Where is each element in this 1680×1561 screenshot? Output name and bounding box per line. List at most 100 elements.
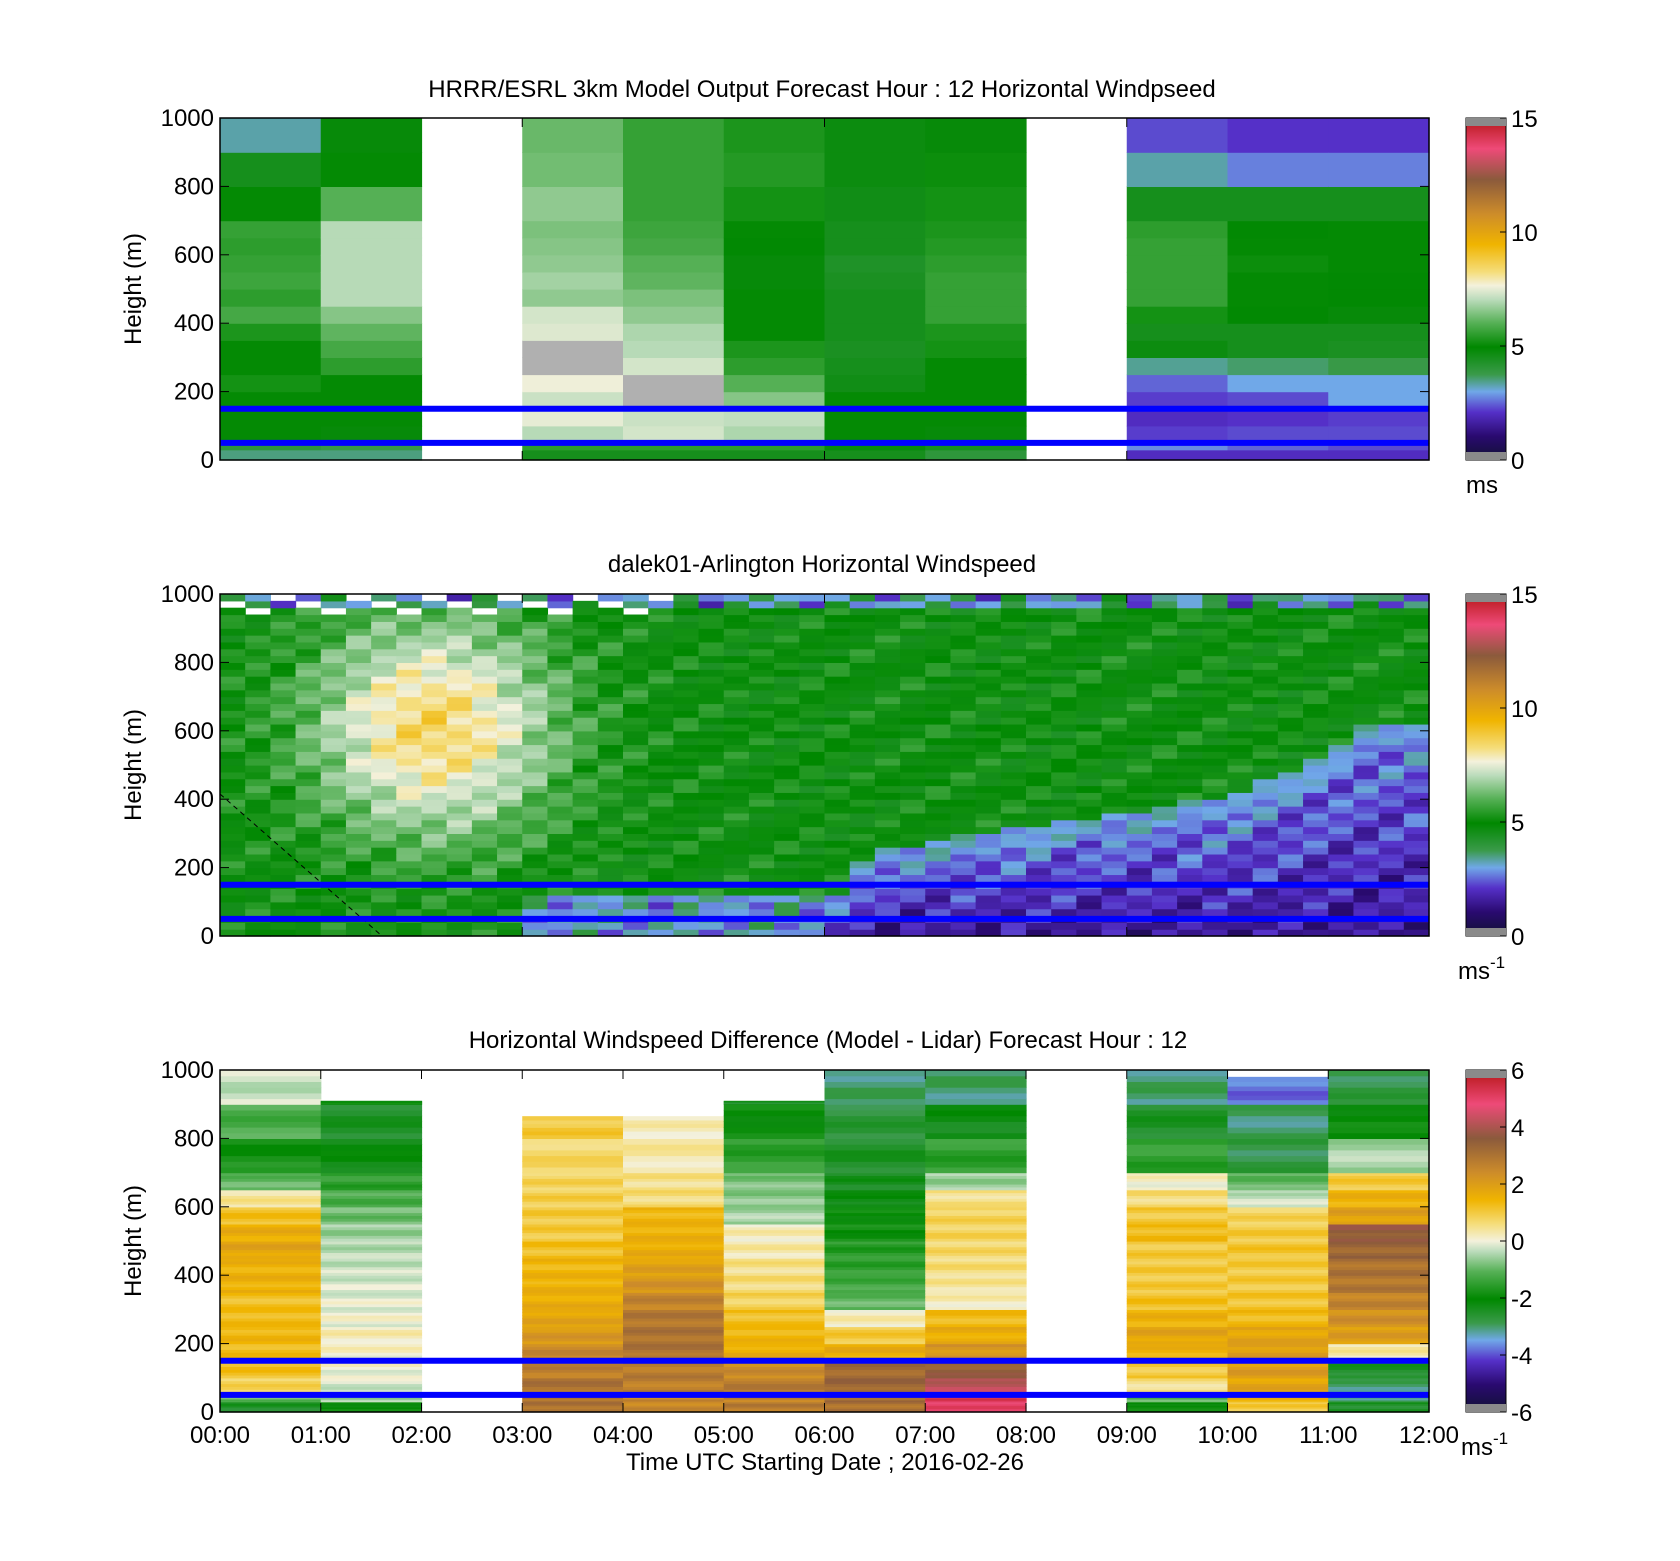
heatmap-cell xyxy=(1378,648,1405,657)
heatmap-cell xyxy=(623,662,649,670)
heatmap-cell xyxy=(1403,594,1430,602)
heatmap-cell xyxy=(1328,1278,1430,1282)
heatmap-cell xyxy=(1328,792,1355,800)
heatmap-cell xyxy=(1076,812,1103,821)
heatmap-cell xyxy=(799,607,826,616)
heatmap-cell xyxy=(1303,655,1329,663)
heatmap-cell xyxy=(1126,641,1153,650)
heatmap-cell xyxy=(975,730,1002,739)
heatmap-cell xyxy=(1126,1346,1229,1350)
heatmap-cell xyxy=(925,1087,1027,1094)
heatmap-cell xyxy=(1202,901,1229,910)
heatmap-cell xyxy=(522,867,549,876)
heatmap-cell xyxy=(824,1340,926,1345)
heatmap-cell xyxy=(320,888,347,896)
heatmap-cell xyxy=(723,1383,826,1387)
heatmap-cell xyxy=(220,765,246,773)
heatmap-cell xyxy=(824,867,851,876)
heatmap-cell xyxy=(698,771,725,780)
heatmap-cell xyxy=(220,1335,322,1339)
heatmap-cell xyxy=(295,771,322,780)
heatmap-cell xyxy=(1126,1121,1229,1128)
heatmap-cell xyxy=(849,901,876,910)
heatmap-cell xyxy=(547,922,574,930)
heatmap-cell xyxy=(900,922,926,930)
heatmap-cell xyxy=(1026,778,1052,787)
heatmap-cell xyxy=(925,1144,1027,1151)
heatmap-cell xyxy=(1227,1335,1329,1339)
heatmap-cell xyxy=(371,812,397,821)
heatmap-cell xyxy=(446,662,473,670)
heatmap-cell xyxy=(1026,874,1052,882)
heatmap-cell xyxy=(1303,614,1329,622)
heatmap-cell xyxy=(1126,1355,1229,1359)
heatmap-cell xyxy=(1126,1329,1229,1333)
heatmap-cell xyxy=(1076,847,1103,855)
heatmap-cell xyxy=(925,1127,1027,1134)
heatmap-cell xyxy=(1303,717,1329,725)
heatmap-cell xyxy=(824,1400,926,1403)
heatmap-cell xyxy=(497,628,523,636)
heatmap-cell xyxy=(1227,1181,1329,1185)
heatmap-cell xyxy=(723,723,750,732)
heatmap-cell xyxy=(371,676,397,684)
heatmap-cell xyxy=(320,826,347,834)
heatmap-cell xyxy=(824,1408,926,1411)
heatmap-cell xyxy=(874,847,901,855)
heatmap-cell xyxy=(925,1335,1027,1339)
heatmap-cell xyxy=(673,929,700,937)
heatmap-cell xyxy=(320,778,347,787)
heatmap-cell xyxy=(396,614,423,622)
heatmap-cell xyxy=(1277,799,1304,807)
heatmap-cell xyxy=(824,152,926,187)
heatmap-cell xyxy=(900,662,926,670)
heatmap-cell xyxy=(1000,641,1027,650)
heatmap-cell xyxy=(320,186,423,222)
heatmap-cell xyxy=(1126,655,1153,663)
heatmap-cell xyxy=(1026,819,1052,828)
heatmap-cell xyxy=(597,758,624,766)
heatmap-cell xyxy=(723,1115,826,1122)
heatmap-cell xyxy=(925,1192,1027,1196)
heatmap-cell xyxy=(824,1184,926,1188)
heatmap-cell xyxy=(1227,682,1254,691)
heatmap-cell xyxy=(1101,737,1128,746)
heatmap-cell xyxy=(1051,723,1077,732)
heatmap-cell xyxy=(1202,669,1229,677)
heatmap-cell xyxy=(345,751,372,759)
heatmap-cell xyxy=(1378,874,1405,882)
heatmap-cell xyxy=(1227,1235,1329,1239)
heatmap-cell xyxy=(522,860,549,869)
heatmap-cell xyxy=(597,730,624,739)
heatmap-cell xyxy=(1252,771,1279,780)
heatmap-cell xyxy=(1277,635,1304,643)
heatmap-cell xyxy=(723,1189,826,1194)
heatmap-cell xyxy=(1126,1166,1229,1174)
heatmap-cell xyxy=(421,607,448,616)
heatmap-cell xyxy=(1126,901,1153,910)
heatmap-cell xyxy=(1328,1280,1430,1285)
heatmap-cell xyxy=(220,1109,322,1117)
heatmap-cell xyxy=(874,648,901,657)
heatmap-cell xyxy=(1277,717,1304,725)
heatmap-cell xyxy=(522,1238,624,1242)
heatmap-cell xyxy=(925,696,952,705)
heatmap-cell xyxy=(1126,1337,1229,1342)
heatmap-cell xyxy=(799,648,826,657)
heatmap-cell xyxy=(245,710,271,718)
heatmap-cell xyxy=(1000,765,1027,773)
heatmap-cell xyxy=(320,306,423,324)
heatmap-cell xyxy=(295,682,322,691)
heatmap-cell xyxy=(698,717,725,725)
panel-lidar-colorbar-under xyxy=(1466,928,1506,936)
heatmap-cell xyxy=(623,1189,725,1194)
heatmap-cell xyxy=(950,901,977,910)
heatmap-cell xyxy=(1000,812,1027,821)
heatmap-cell xyxy=(1227,1095,1329,1101)
heatmap-cell xyxy=(345,607,372,616)
heatmap-cell xyxy=(320,717,347,725)
heatmap-cell xyxy=(748,901,775,910)
heatmap-cell xyxy=(1227,1226,1329,1231)
heatmap-cell xyxy=(723,1100,826,1102)
heatmap-cell xyxy=(925,220,1027,239)
